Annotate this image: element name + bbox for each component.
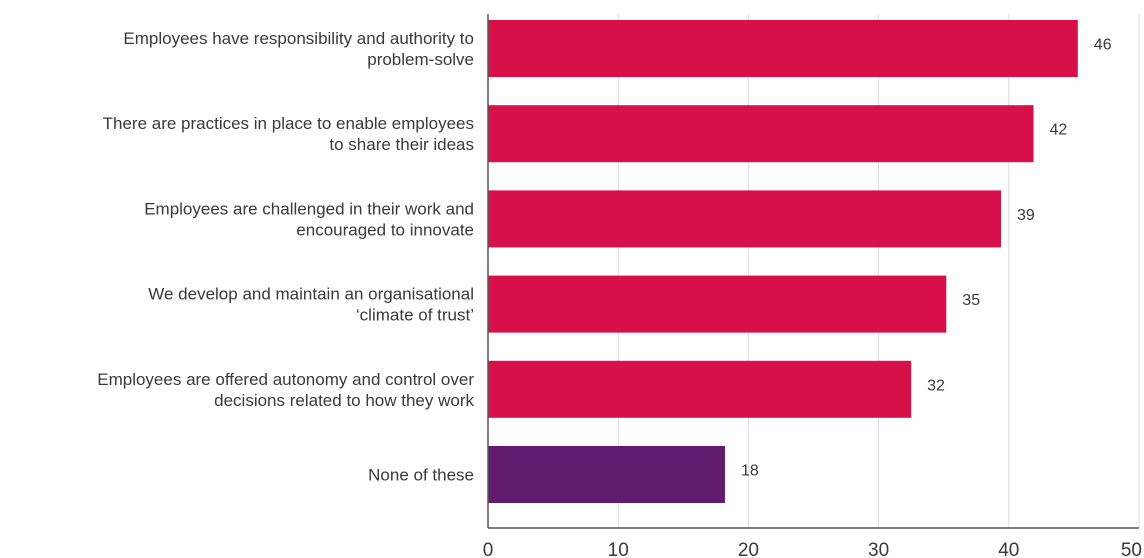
x-tick-label: 50 xyxy=(1121,540,1142,558)
value-labels: 46 42 39 35 32 18 xyxy=(741,37,1112,480)
category-label-line: None of these xyxy=(368,466,474,485)
bar xyxy=(488,275,947,333)
value-label: 42 xyxy=(1050,122,1068,139)
x-tick-label: 30 xyxy=(868,540,889,558)
category-label-line: Employees are challenged in their work a… xyxy=(144,199,474,218)
bar xyxy=(488,360,912,418)
category-label-line: ‘climate of trust’ xyxy=(356,306,474,325)
x-tick-label: 20 xyxy=(738,540,759,558)
bar xyxy=(488,446,725,503)
category-label-line: to share their ideas xyxy=(329,135,474,154)
category-labels: Employees have responsibility and author… xyxy=(97,29,474,485)
bars xyxy=(488,20,1078,503)
x-tick-label: 0 xyxy=(483,540,494,558)
grid-lines xyxy=(617,14,1140,528)
category-label-line: encouraged to innovate xyxy=(296,220,474,239)
value-label: 46 xyxy=(1094,37,1112,54)
bar xyxy=(488,20,1078,77)
category-label-line: Employees are offered autonomy and contr… xyxy=(97,370,474,389)
value-label: 39 xyxy=(1017,207,1035,224)
category-label-line: decisions related to how they work xyxy=(214,391,474,410)
axes xyxy=(487,14,1139,529)
x-tick-label: 40 xyxy=(998,540,1019,558)
category-label: None of these xyxy=(368,466,474,485)
category-label: Employees have responsibility and author… xyxy=(123,29,474,69)
category-label-line: Employees have responsibility and author… xyxy=(123,29,474,48)
x-tick-label: 10 xyxy=(608,540,629,558)
category-label-line: We develop and maintain an organisationa… xyxy=(148,285,474,304)
category-label: There are practices in place to enable e… xyxy=(103,114,474,154)
bar xyxy=(488,105,1034,163)
category-label: We develop and maintain an organisationa… xyxy=(148,285,474,325)
category-label: Employees are offered autonomy and contr… xyxy=(97,370,474,410)
category-label: Employees are challenged in their work a… xyxy=(144,199,474,239)
value-label: 32 xyxy=(927,377,945,394)
bar xyxy=(488,190,1001,248)
value-label: 35 xyxy=(962,292,980,309)
category-label-line: problem-solve xyxy=(367,50,474,69)
value-label: 18 xyxy=(741,463,759,480)
category-label-line: There are practices in place to enable e… xyxy=(103,114,474,133)
x-tick-labels: 0 10 20 30 40 50 xyxy=(483,540,1142,558)
